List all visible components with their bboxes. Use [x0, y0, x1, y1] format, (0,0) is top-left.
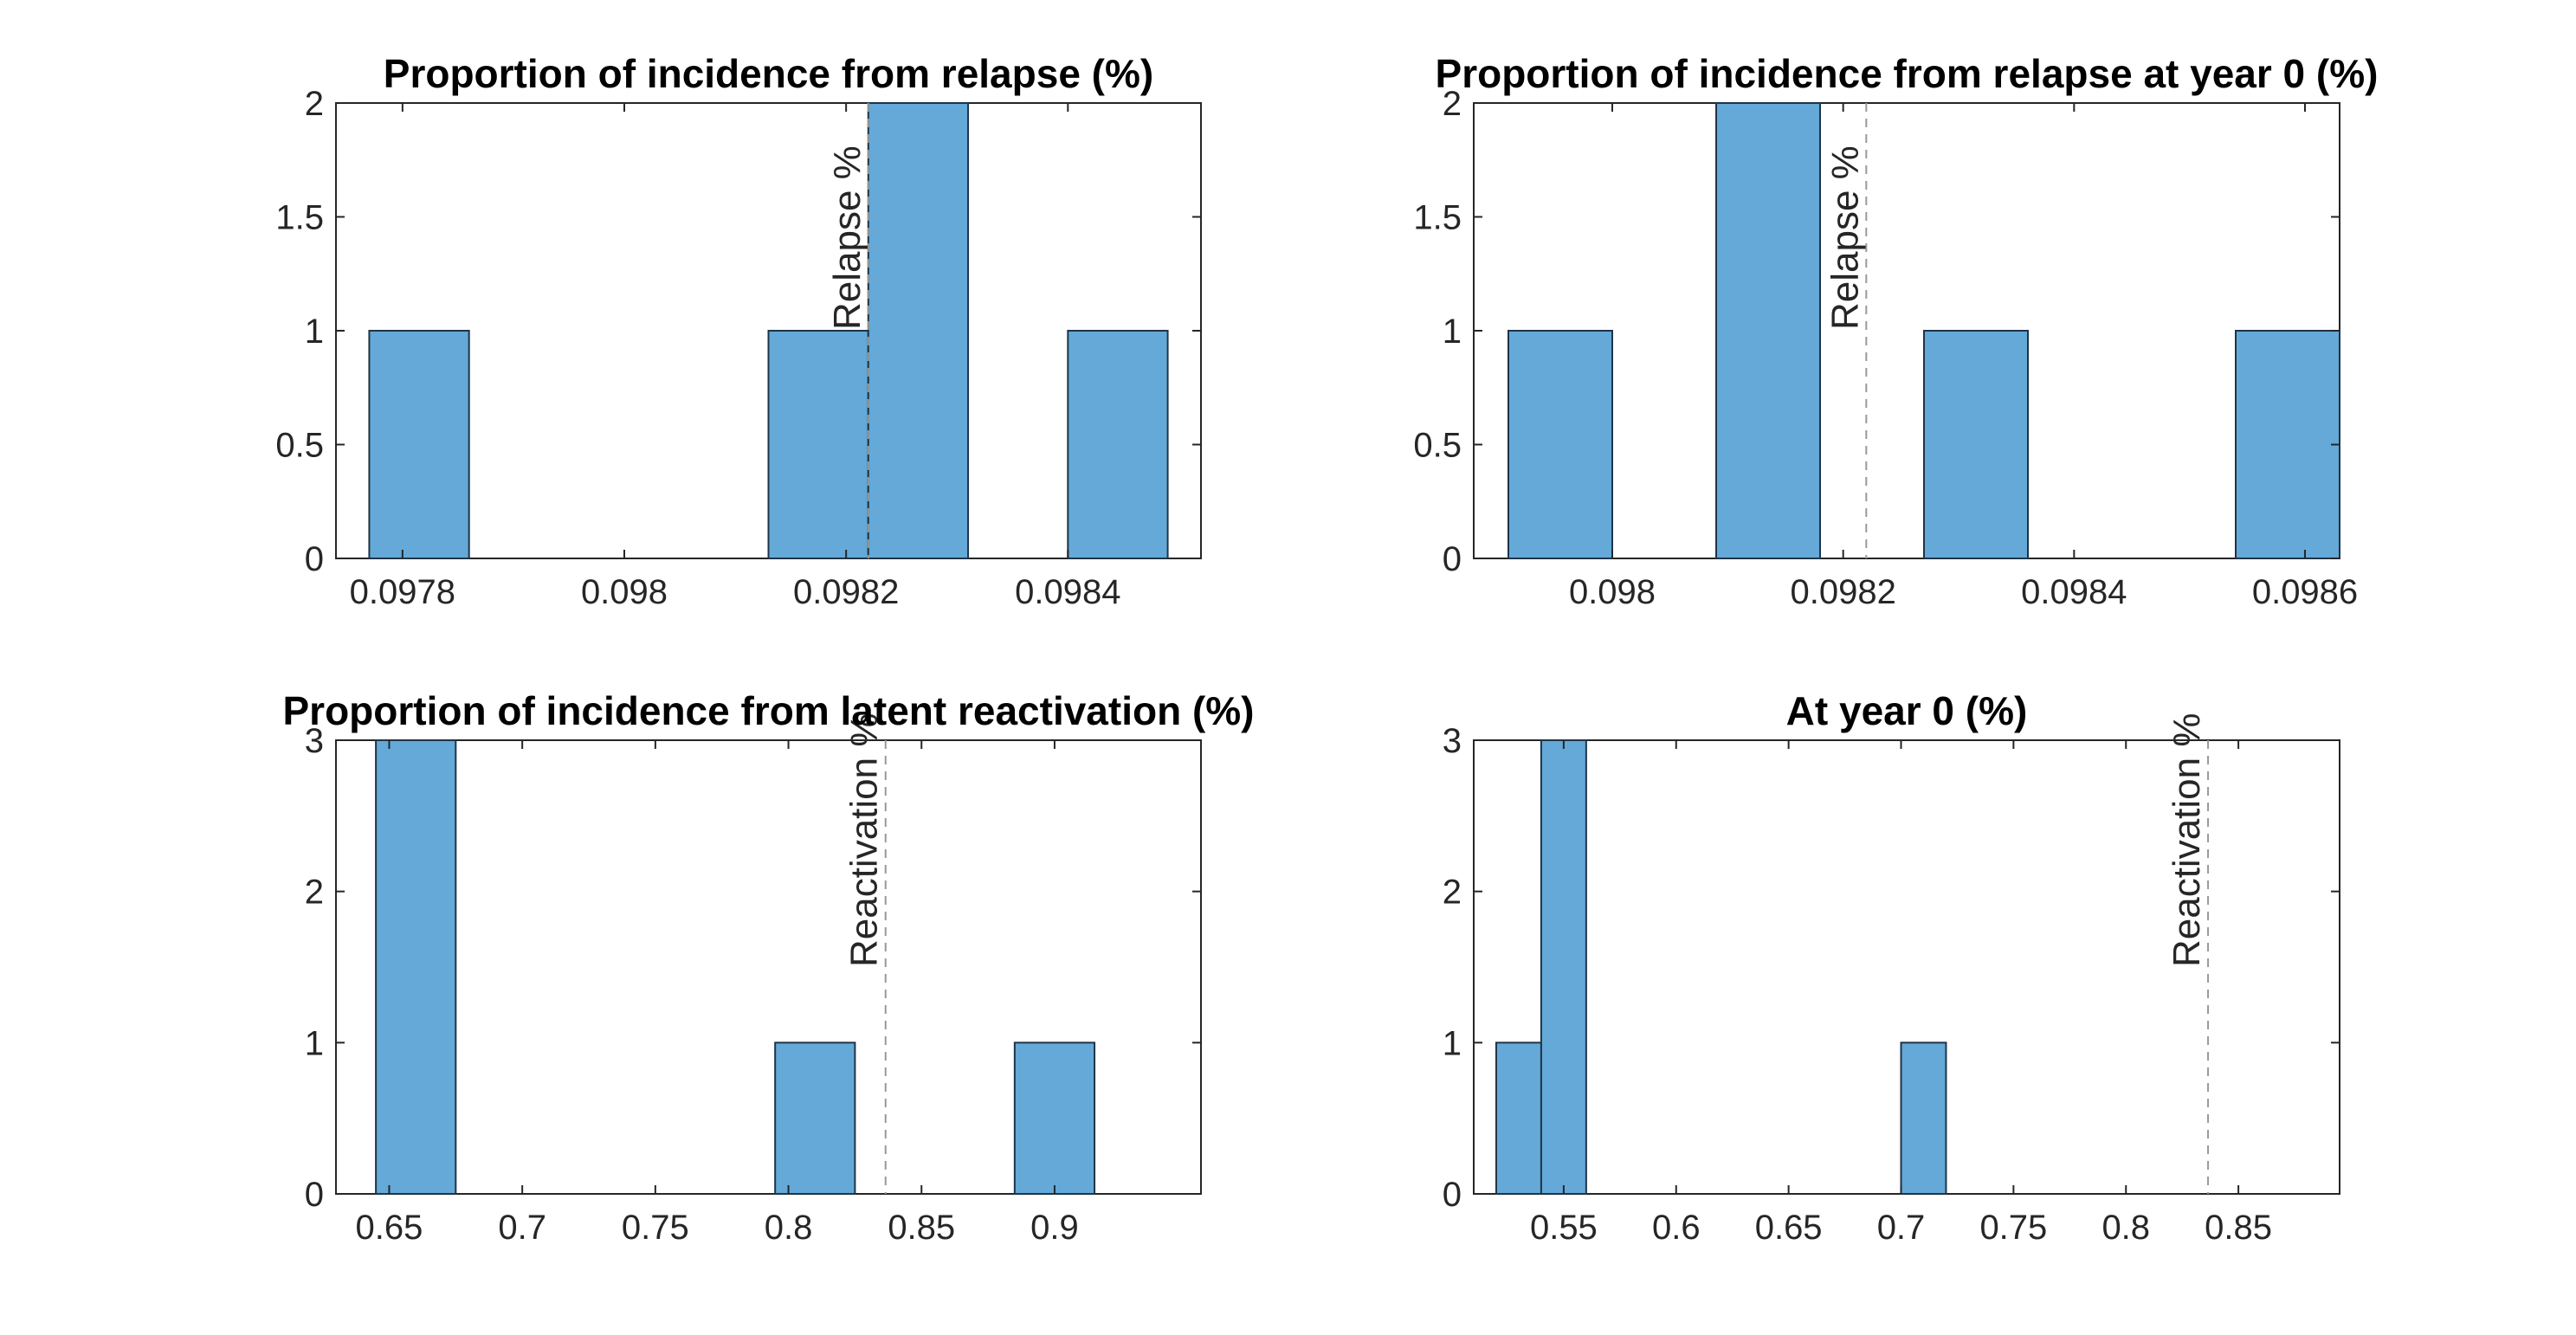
x-tick-label: 0.65 — [1755, 1209, 1823, 1247]
reference-line-label: Reactivation % — [843, 713, 886, 967]
y-tick-label: 3 — [305, 722, 324, 760]
y-tick-label: 0.5 — [1413, 427, 1462, 465]
histogram-bar — [1715, 102, 1821, 559]
x-tick-label: 0.8 — [2101, 1209, 2150, 1247]
histogram-bar — [368, 330, 470, 559]
x-tick-label: 0.8 — [765, 1209, 813, 1247]
y-tick-label: 2 — [305, 874, 324, 912]
y-tick-label: 1 — [1443, 313, 1462, 351]
x-tick-label: 0.0984 — [2021, 573, 2127, 611]
chart-panel-4: Reactivation % 0.55 0.6 0.65 0.7 0.75 0.8 0.85 0… — [1443, 688, 2340, 1247]
chart-title: Proportion of incidence from relapse at … — [1436, 51, 2379, 96]
y-tick-label: 1 — [305, 313, 324, 351]
y-tick-label: 2 — [305, 85, 324, 123]
histogram-bar — [867, 102, 970, 559]
x-tick-label: 0.7 — [1877, 1209, 1926, 1247]
x-tick-label: 0.75 — [1979, 1209, 2047, 1247]
chart-title: Proportion of incidence from latent reac… — [282, 688, 1254, 733]
x-tick-label: 0.098 — [581, 573, 668, 611]
chart-panel-3: Reactivation % 0.65 0.7 0.75 0.8 0.85 0.9 0 1 2 3P… — [282, 688, 1254, 1247]
x-tick-label: 0.55 — [1530, 1209, 1598, 1247]
y-tick-label: 3 — [1443, 722, 1462, 760]
x-tick-label: 0.6 — [1652, 1209, 1701, 1247]
x-tick-label: 0.0982 — [1790, 573, 1895, 611]
y-tick-label: 2 — [1443, 874, 1462, 912]
x-tick-label: 0.75 — [622, 1209, 689, 1247]
y-tick-label: 0 — [305, 1176, 324, 1214]
histogram-bar — [2235, 330, 2340, 559]
histogram-bar — [375, 739, 457, 1195]
reference-line-label: Reactivation % — [2166, 713, 2208, 967]
y-tick-label: 0.5 — [275, 427, 324, 465]
x-tick-label: 0.0984 — [1015, 573, 1120, 611]
chart-panel-2: Relapse % 0.098 0.0982 0.0984 0.0986 0 0.5 1 1.5… — [1413, 51, 2378, 611]
y-tick-label: 1.5 — [1413, 199, 1462, 237]
y-tick-label: 2 — [1443, 85, 1462, 123]
y-tick-label: 0 — [1443, 540, 1462, 578]
x-tick-label: 0.098 — [1569, 573, 1656, 611]
histogram-bar — [774, 1042, 856, 1196]
y-tick-label: 0 — [305, 540, 324, 578]
x-tick-label: 0.9 — [1030, 1209, 1079, 1247]
y-tick-label: 1 — [305, 1024, 324, 1062]
histogram-bar — [1508, 330, 1613, 559]
histogram-bar — [1013, 1042, 1096, 1196]
histogram-bar — [1923, 330, 2029, 559]
reference-line-label: Relapse % — [1824, 145, 1866, 330]
histogram-bar — [1495, 1042, 1542, 1196]
x-tick-label: 0.85 — [888, 1209, 955, 1247]
chart-title: At year 0 (%) — [1786, 688, 2028, 733]
histogram-bar — [1540, 739, 1587, 1195]
x-tick-label: 0.65 — [356, 1209, 423, 1247]
plot-area — [1473, 102, 2340, 559]
y-tick-label: 1.5 — [275, 199, 324, 237]
x-tick-label: 0.0982 — [793, 573, 899, 611]
x-tick-label: 0.7 — [498, 1209, 546, 1247]
y-tick-label: 0 — [1443, 1176, 1462, 1214]
reference-line-label: Relapse % — [826, 145, 868, 330]
y-tick-label: 1 — [1443, 1024, 1462, 1062]
histogram-bar — [1067, 330, 1169, 559]
chart-title: Proportion of incidence from relapse (%) — [384, 51, 1153, 96]
histogram-bar — [767, 330, 869, 559]
x-tick-label: 0.0978 — [350, 573, 455, 611]
x-tick-label: 0.85 — [2205, 1209, 2272, 1247]
histogram-bar — [1900, 1042, 1947, 1196]
x-tick-label: 0.0986 — [2252, 573, 2358, 611]
chart-panel-1: Relapse % 0.0978 0.098 0.0982 0.0984 0 0.5 1 1.5… — [275, 51, 1202, 611]
